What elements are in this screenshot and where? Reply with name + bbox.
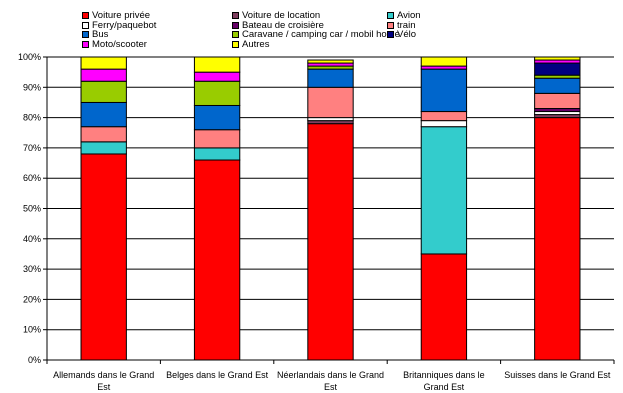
bar-segment-autres xyxy=(307,59,354,64)
x-tick-label: Néerlandais dans le Grand Est xyxy=(277,370,384,392)
legend-swatch xyxy=(387,12,394,19)
y-tick-label: 60% xyxy=(23,173,41,183)
bar-segment-bus xyxy=(307,68,354,88)
legend-label: Avion xyxy=(397,10,421,21)
legend-item-ferry-paquebot: Ferry/paquebot xyxy=(82,20,156,31)
legend-item-bateau-de-croisiere: Bateau de croisière xyxy=(232,20,324,31)
legend-item-caravane-camping-car-mobil-home: Caravane / camping car / mobil home xyxy=(232,29,400,40)
legend-swatch xyxy=(82,12,89,19)
legend-item-moto-scooter: Moto/scooter xyxy=(82,39,147,50)
x-tick-label: Britanniques dans le Grand Est xyxy=(403,370,485,392)
bar-segment-train xyxy=(534,92,581,110)
bar-segment-voiture-privee xyxy=(193,159,241,361)
bar-segment-voiture-privee xyxy=(80,153,127,361)
bar-segment-voiture-privee xyxy=(420,253,468,361)
legend-item-velo: Vélo xyxy=(387,29,416,40)
bar-segment-train xyxy=(193,129,241,149)
bar-segment-avion xyxy=(80,141,127,155)
x-axis-ticks: Allemands dans le Grand Est Belges dans le… xyxy=(46,360,615,392)
bar-segment-autres xyxy=(534,56,581,61)
y-tick-label: 80% xyxy=(23,113,41,123)
legend-swatch xyxy=(232,12,239,19)
y-tick-label: 50% xyxy=(23,204,41,214)
bars xyxy=(80,56,581,361)
bar-segment-voiture-privee xyxy=(307,123,354,361)
y-tick-label: 70% xyxy=(23,143,41,153)
legend-swatch xyxy=(232,21,239,29)
bar-segment-caravane-camping-car-mobil-home xyxy=(193,80,241,106)
bar-segment-autres xyxy=(193,56,241,73)
bar-segment-bus xyxy=(80,101,127,128)
x-tick-label: Allemands dans le Grand Est xyxy=(53,370,154,392)
legend-item-bus: Bus xyxy=(82,29,108,40)
legend-label: Ferry/paquebot xyxy=(92,19,157,31)
legend-swatch xyxy=(232,31,239,38)
y-tick-label: 100% xyxy=(18,52,41,62)
bar-segment-autres xyxy=(80,56,127,70)
bar-segment-bus xyxy=(534,77,581,94)
legend-label: Voiture de location xyxy=(242,10,321,21)
bar-segment-ferry-paquebot xyxy=(420,120,468,128)
bar-segment-train xyxy=(307,86,354,119)
legend-swatch xyxy=(387,31,394,38)
bar-segment-velo xyxy=(534,62,581,76)
legend-label: Bateau de croisière xyxy=(242,19,324,31)
legend-label: Vélo xyxy=(397,29,417,40)
legend-item-avion: Avion xyxy=(387,10,421,21)
legend-item-voiture-de-location: Voiture de location xyxy=(232,10,320,21)
legend-label: train xyxy=(397,19,416,31)
legend-swatch xyxy=(82,31,89,38)
legend-swatch xyxy=(232,40,239,48)
legend-swatch xyxy=(82,21,89,29)
y-tick-label: 40% xyxy=(23,234,41,244)
y-tick-label: 10% xyxy=(23,325,41,335)
bar-segment-train xyxy=(420,111,468,122)
legend-label: Moto/scooter xyxy=(92,38,147,50)
bar-segment-bus xyxy=(420,68,468,113)
legend-swatch xyxy=(82,40,89,48)
bar-segment-voiture-privee xyxy=(534,117,581,361)
y-axis-ticks: 0% 10% 20% 30% 40% 50% 60% 70% 80% 90% 100% xyxy=(18,52,47,365)
legend-label: Caravane / camping car / mobil home xyxy=(242,29,400,40)
bar-segment-moto-scooter xyxy=(193,71,241,82)
bar-segment-moto-scooter xyxy=(80,68,127,82)
legend-item-voiture-privee: Voiture privée xyxy=(82,10,150,21)
y-tick-label: 30% xyxy=(23,264,41,274)
bar-segment-avion xyxy=(420,126,468,255)
legend-label: Autres xyxy=(242,38,270,50)
bar-segment-autres xyxy=(420,56,468,67)
x-tick-label: Belges dans le Grand Est xyxy=(166,370,269,380)
y-tick-label: 20% xyxy=(23,294,41,304)
legend-label: Voiture privée xyxy=(92,10,151,21)
legend-swatch xyxy=(387,21,394,29)
bar-segment-train xyxy=(80,126,127,143)
bar-segment-bus xyxy=(193,104,241,131)
bar-segment-avion xyxy=(193,147,241,161)
legend-item-train: train xyxy=(387,20,415,31)
y-tick-label: 0% xyxy=(28,355,41,365)
x-tick-label: Suisses dans le Grand Est xyxy=(504,370,611,380)
legend-label: Bus xyxy=(92,29,109,40)
bar-segment-caravane-camping-car-mobil-home xyxy=(80,80,127,103)
y-tick-label: 90% xyxy=(23,82,41,92)
legend-item-autres: Autres xyxy=(232,39,269,50)
